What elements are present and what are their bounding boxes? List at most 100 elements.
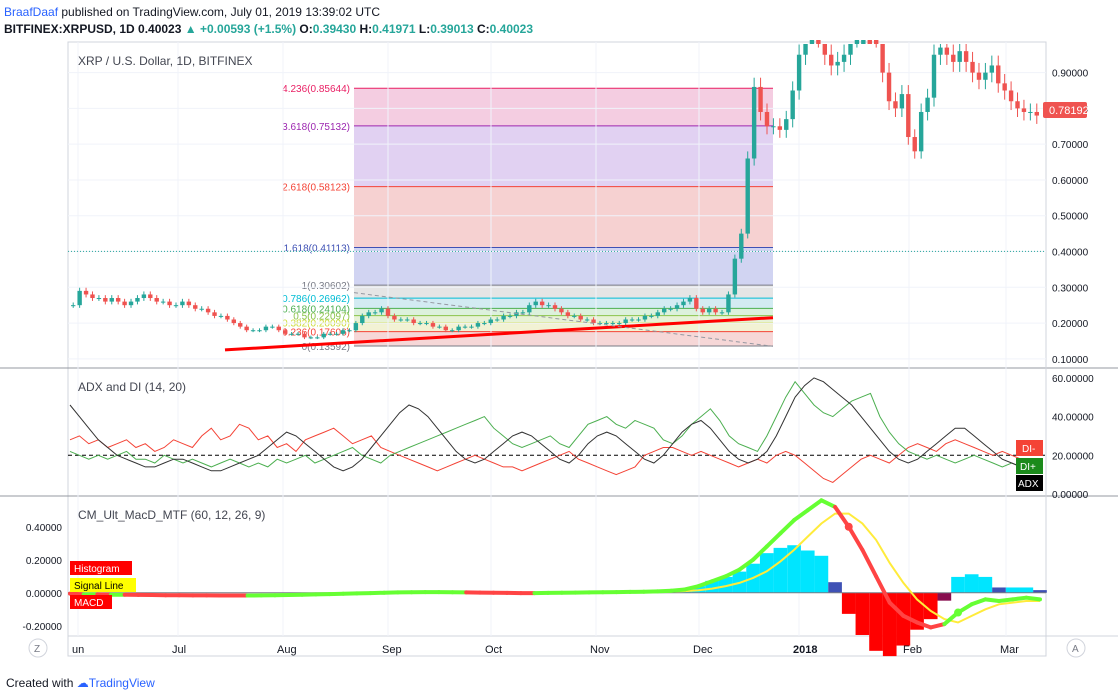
price-tick-label: 0.20000 (1052, 319, 1089, 330)
candle-body (751, 86, 757, 159)
candle-body (244, 326, 249, 331)
fib-level-label: 0.5(0.22097) (293, 312, 350, 323)
last-price: 0.40023 (138, 22, 182, 36)
time-tick-label: un (72, 644, 84, 656)
macd-line-segment (833, 504, 851, 529)
adx-series-di (69, 380, 1041, 468)
up-arrow-icon: ▲ (184, 22, 197, 36)
macd-histogram-bar (937, 592, 952, 601)
publish-header: BraafDaaf published on TradingView.com, … (0, 0, 1118, 40)
macd-histogram-bar (814, 555, 829, 593)
candle-body (931, 54, 937, 98)
macd-line-segment (983, 597, 1002, 603)
candle-body (167, 301, 172, 306)
time-tick-label: Dec (693, 644, 713, 656)
symbol-name: BITFINEX:XRPUSD, 1D (4, 22, 135, 36)
candle-body (225, 315, 230, 320)
symbol-line: BITFINEX:XRPUSD, 1D 0.40023 ▲ +0.00593 (… (4, 22, 533, 36)
macd-histogram-bar (869, 592, 883, 651)
candle-body (784, 119, 789, 130)
time-tick-label: 2018 (793, 644, 817, 656)
adx-pane[interactable] (68, 377, 1046, 483)
candle-body (514, 312, 519, 316)
last-price-tag-text: 0.78192 (1049, 105, 1089, 117)
macd-histogram-bar (718, 576, 733, 593)
candle-body (469, 326, 474, 328)
macd-pane[interactable] (68, 498, 1047, 657)
candle-body (315, 337, 320, 339)
macd-line-segment (887, 600, 906, 618)
macd-tick-label: -0.20000 (23, 622, 63, 633)
low-value: 0.39013 (430, 22, 474, 36)
candle-body (610, 323, 616, 325)
price-tick-label: 0.10000 (1052, 355, 1089, 366)
candle-body (527, 305, 532, 313)
candle-body (726, 294, 731, 313)
price-tick-label: 0.90000 (1052, 69, 1089, 80)
candle-body (925, 97, 930, 112)
candle-body (1028, 111, 1033, 113)
macd-cross-dot (844, 522, 853, 531)
fib-zone (354, 186, 773, 248)
candle-body (893, 101, 898, 109)
macd-line-segment (764, 531, 783, 549)
candle-body (205, 308, 211, 313)
chart-area[interactable]: 4.236(0.85644) 3.618(0.75132) 2.618(0.5812… (0, 40, 1118, 668)
close-value: 0.40023 (489, 22, 534, 36)
candle-body (559, 308, 564, 313)
candle-body (494, 319, 500, 321)
close-label: C: (476, 22, 490, 36)
published-text: published on TradingView.com, July 01, 2… (61, 5, 381, 19)
macd-tick-label: 0.20000 (26, 556, 63, 567)
macd-histogram-bar (759, 553, 774, 593)
price-tick-label: 0.50000 (1052, 212, 1089, 223)
candle-body (340, 330, 346, 334)
candle-body (662, 308, 667, 313)
macd-histogram-bar (951, 576, 965, 593)
candle-body (623, 319, 628, 324)
candle-body (629, 319, 635, 321)
author-link[interactable]: BraafDaaf (4, 5, 59, 19)
axes: 0.900000.800000.700000.600000.500000.400… (23, 69, 1095, 656)
candle-body (437, 326, 442, 328)
adx-pane-title: ADX and DI (14, 20) (78, 380, 186, 394)
macd-line-segment (805, 498, 824, 513)
candle-body (122, 301, 127, 306)
candle-body (591, 319, 596, 324)
candle-body (861, 40, 866, 44)
di-minus-tag-text: DI- (1022, 444, 1035, 455)
candle-body (604, 323, 609, 325)
macd-line-segment (655, 588, 674, 594)
candle-body (238, 323, 243, 327)
macd-line-segment (1024, 595, 1042, 602)
candle-body (996, 65, 1001, 84)
candle-body (636, 319, 641, 321)
fib-zone (354, 247, 773, 286)
fib-extension[interactable]: 4.236(0.85644) 3.618(0.75132) 2.618(0.5812… (282, 84, 773, 353)
adx-series-adx (69, 377, 1040, 472)
price-tick-label: 0.70000 (1052, 140, 1089, 151)
macd-line-segment (969, 597, 988, 607)
price-pane[interactable] (68, 40, 1046, 352)
macd-line-segment (1010, 595, 1029, 602)
candle-body (411, 319, 416, 324)
candle-body (109, 298, 114, 302)
candle-body (758, 86, 763, 112)
open-value: 0.39430 (312, 22, 357, 36)
time-tick-label: Feb (903, 644, 922, 656)
auto-scale-button[interactable] (1066, 638, 1086, 658)
macd-histogram-bar (964, 574, 979, 593)
tradingview-brand[interactable]: TradingView (88, 676, 155, 690)
candle-body (719, 312, 725, 314)
zoom-button[interactable] (28, 638, 48, 658)
candle-body (360, 315, 365, 324)
candle-body (912, 137, 917, 152)
candle-body (482, 323, 487, 325)
candle-body (250, 330, 256, 332)
macd-histogram-bar (992, 587, 1006, 593)
fib-zone (354, 298, 773, 309)
macd-line-segment (819, 498, 838, 509)
macd-line-segment (696, 579, 715, 589)
candle-body (706, 308, 712, 313)
time-tick-label: Mar (1000, 644, 1019, 656)
